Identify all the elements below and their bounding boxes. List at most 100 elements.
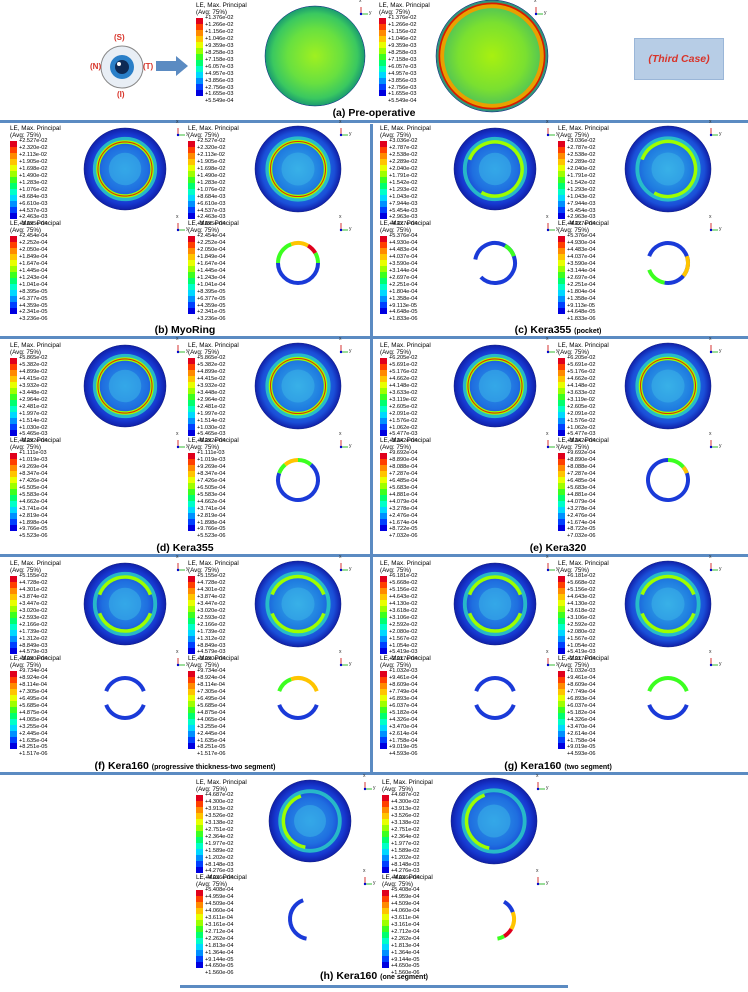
legend-swatch (10, 430, 17, 437)
legend-swatch (10, 630, 17, 637)
legend-swatch (188, 600, 195, 607)
legend-value: +1.655e-03 (205, 91, 234, 98)
legend-value: +5.477e-03 (567, 431, 596, 438)
axis-x-label: x (536, 773, 539, 779)
legend-swatch (558, 453, 565, 460)
legend-value: +8.849e-03 (197, 642, 226, 649)
legend-swatch (10, 683, 17, 690)
legend-swatch (10, 183, 17, 190)
legend-values: +4.687e-02 +4.300e-02 +3.913e-02 +3.526e-02… (205, 792, 233, 882)
legend-values: +9.692e-04 +8.890e-04 +8.088e-04 +7.287e-04… (567, 450, 595, 540)
legend-value: +9.019e-05 (567, 744, 596, 751)
legend-swatch (196, 831, 203, 838)
legend-value: +1.791e-02 (389, 172, 418, 179)
legend-avg: (Avg: 75%) (196, 9, 228, 16)
legend-value: +5.419e-03 (389, 649, 418, 656)
legend-swatch (380, 278, 387, 285)
legend-value: +1.266e-02 (388, 21, 417, 28)
legend-swatch (382, 813, 389, 820)
legend-value: +8.924e-04 (197, 674, 226, 681)
legend-title: LE, Max. Principal (10, 437, 61, 444)
legend-swatch (196, 825, 203, 832)
legend-swatch (188, 189, 195, 196)
legend-value: +1.376e-02 (205, 15, 234, 21)
legend-swatch (558, 159, 565, 166)
legend-swatch (10, 507, 17, 514)
legend-value: +5.176e-02 (567, 368, 596, 375)
legend-value: +7.749e-04 (389, 688, 418, 695)
legend-title: LE, Max. Principal (188, 342, 239, 349)
legend-swatch (188, 594, 195, 601)
legend-swatch (380, 701, 387, 708)
legend-swatch (380, 695, 387, 702)
legend-swatch (10, 606, 17, 613)
legend-avg: (Avg: 75%) (188, 567, 220, 574)
legend-value: +3.090e-04 (197, 656, 226, 663)
legend-swatch (382, 950, 389, 957)
axis-triad (176, 440, 185, 449)
legend-value: +1.560e-06 (205, 970, 234, 977)
legend-values: +1.111e-03 +1.019e-03 +9.269e-04 +8.347e-04… (197, 450, 225, 540)
axis-triad (339, 440, 348, 449)
axis-x-label: x (534, 0, 537, 4)
legend-swatch (188, 418, 195, 425)
legend-a: LE, Max. Principal (Avg: 75%) +1.376e-02 +1… (196, 2, 266, 104)
legend-value: +1.364e-04 (205, 949, 234, 956)
legend-value: +5.156e-02 (567, 586, 596, 593)
legend-swatch (10, 731, 17, 738)
legend-swatch (10, 513, 17, 520)
legend-value: +4.036e-04 (391, 875, 420, 882)
legend-value: +8.088e-04 (389, 463, 418, 470)
cornea-contour-pre-1 (264, 5, 366, 107)
legend-value: +4.875e-04 (197, 709, 226, 716)
legend-swatch (558, 358, 565, 365)
legend-swatch (10, 147, 17, 154)
legend-value: +1.542e-02 (389, 179, 418, 186)
legend-value: +1.849e-04 (19, 253, 48, 260)
legend-values: +5.376e-04 +4.930e-04 +4.483e-04 +4.037e-04… (567, 233, 595, 323)
legend-value: +1.243e-04 (19, 274, 48, 281)
legend-value: +3.161e-04 (391, 921, 420, 928)
legend-swatch (380, 483, 387, 490)
legend-value: +2.289e-02 (389, 158, 418, 165)
legend-value: +2.605e-02 (389, 403, 418, 410)
legend-value: +2.751e-02 (205, 826, 234, 833)
legend-swatch (188, 177, 195, 184)
axis-x-label: x (709, 336, 712, 342)
axis-y-label: y (546, 785, 549, 791)
legend-value: +7.287e-04 (389, 470, 418, 477)
legend-avg: (Avg: 75%) (382, 786, 414, 793)
axis-triad (536, 877, 545, 886)
legend-swatch (10, 588, 17, 595)
legend-value: +2.364e-02 (205, 833, 234, 840)
axis-y-label: y (556, 443, 559, 449)
legend-value: +3.448e-02 (19, 389, 48, 396)
legend-swatch (382, 890, 389, 897)
legend-swatch (10, 677, 17, 684)
legend-value: +3.470e-04 (567, 723, 596, 730)
legend-value: +2.454e-04 (19, 233, 48, 239)
legend-value: +1.043e-02 (567, 193, 596, 200)
legend-swatch (188, 677, 195, 684)
legend-value: +1.076e-02 (197, 186, 226, 193)
legend-swatch (558, 743, 565, 750)
legend-value: +3.119e-02 (389, 396, 418, 403)
legend-value: +4.957e-03 (388, 70, 417, 77)
cornea-contour-1 (453, 344, 537, 428)
legend-value: +8.148e-03 (205, 861, 234, 868)
axis-y-label: y (544, 10, 547, 16)
legend-swatch (558, 406, 565, 413)
axis-triad (339, 223, 348, 232)
legend-swatch (10, 290, 17, 297)
legend-swatch (188, 165, 195, 172)
legend-value: +1.293e-02 (389, 186, 418, 193)
legend-swatch (558, 636, 565, 643)
axis-x-label: x (546, 649, 549, 655)
legend-swatch (558, 207, 565, 214)
legend-swatch (10, 370, 17, 377)
legend-swatch (188, 412, 195, 419)
legend-value: +2.252e-04 (197, 239, 226, 246)
legend-avg: (Avg: 75%) (380, 444, 412, 451)
legend-swatch (10, 141, 17, 148)
axis-triad (363, 877, 372, 886)
